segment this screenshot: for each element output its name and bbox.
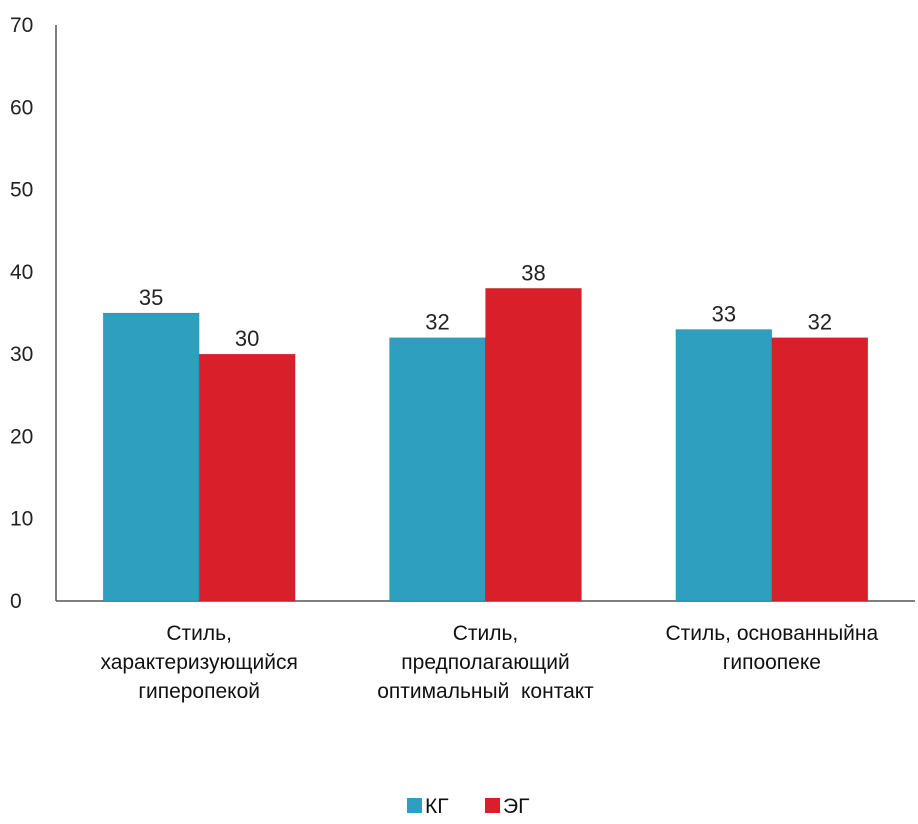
legend-label: КГ	[425, 795, 449, 818]
y-tick-label: 0	[10, 590, 22, 613]
category-label: Стиль, основанныйна	[665, 622, 878, 645]
y-tick-label: 20	[10, 425, 33, 448]
y-tick-label: 60	[10, 96, 33, 119]
y-tick-label: 10	[10, 508, 33, 531]
legend: КГ ЭГ	[407, 795, 529, 818]
bar-ЭГ-2	[485, 288, 582, 602]
bar-КГ-1	[102, 312, 200, 602]
data-label: 30	[235, 326, 259, 351]
legend-swatch-ЭГ	[485, 798, 500, 813]
bar-ЭГ-3	[771, 337, 869, 602]
legend-swatch-КГ	[407, 798, 422, 813]
y-tick-label: 30	[10, 343, 33, 366]
data-label: 32	[425, 310, 449, 335]
category-label: гипоопеке	[723, 651, 821, 674]
category-label: характеризующийся	[100, 651, 297, 674]
y-tick-label: 70	[10, 14, 33, 37]
bar-КГ-3	[675, 329, 773, 602]
bars	[102, 288, 869, 602]
bar-ЭГ-1	[198, 353, 296, 602]
data-label: 33	[712, 301, 736, 326]
y-tick-label: 40	[10, 261, 33, 284]
bar-КГ-2	[389, 337, 486, 602]
category-label: гиперопекой	[138, 680, 260, 703]
data-label: 35	[139, 285, 163, 310]
category-label: оптимальный контакт	[377, 680, 594, 703]
y-tick-label: 50	[10, 179, 33, 202]
legend-label: ЭГ	[503, 795, 529, 818]
y-axis-ticks: 0 10 20 30 40 50 60 70	[10, 14, 33, 613]
data-labels: 35 30 32 38 33 32	[139, 260, 832, 351]
category-labels: Стиль, характеризующийся гиперопекой Стиль,…	[100, 622, 878, 703]
category-label: предполагающий	[401, 651, 569, 674]
data-label: 32	[808, 310, 832, 335]
category-label: Стиль,	[453, 622, 519, 645]
data-label: 38	[521, 260, 545, 285]
category-label: Стиль,	[166, 622, 232, 645]
